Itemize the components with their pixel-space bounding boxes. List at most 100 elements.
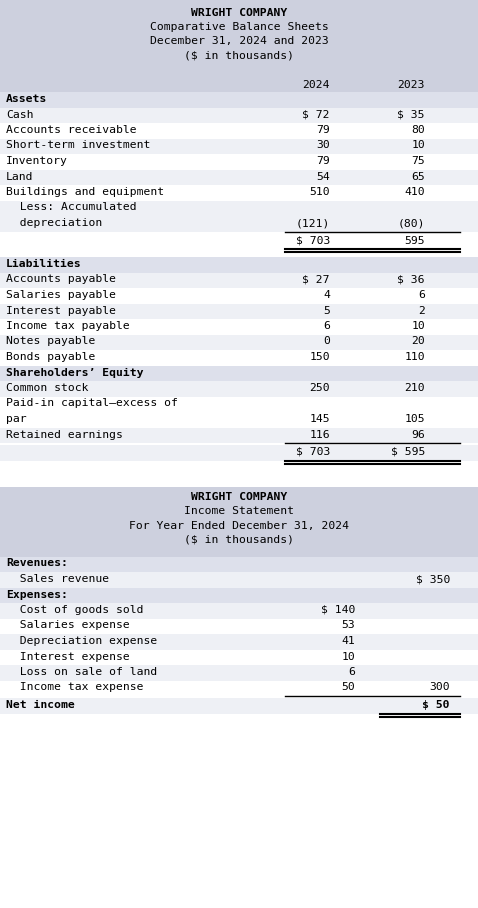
Text: Less: Accumulated: Less: Accumulated <box>6 202 137 212</box>
Text: 110: 110 <box>404 352 425 362</box>
Text: 2: 2 <box>418 305 425 315</box>
Text: 53: 53 <box>341 620 355 630</box>
Text: Net income: Net income <box>6 700 75 710</box>
Text: 54: 54 <box>316 172 330 182</box>
Text: (121): (121) <box>295 218 330 228</box>
Text: 79: 79 <box>316 125 330 135</box>
Bar <box>0 303 478 319</box>
Bar <box>0 334 478 350</box>
Text: December 31, 2024 and 2023: December 31, 2024 and 2023 <box>150 36 328 46</box>
Bar <box>0 107 478 123</box>
Text: 116: 116 <box>309 429 330 439</box>
Text: 210: 210 <box>404 383 425 393</box>
Text: Cash: Cash <box>6 110 33 120</box>
Text: Income Statement: Income Statement <box>184 507 294 517</box>
Bar <box>0 698 478 714</box>
Text: 4: 4 <box>323 290 330 300</box>
Text: 20: 20 <box>411 337 425 347</box>
Bar <box>0 649 478 665</box>
Bar <box>0 233 478 249</box>
Bar <box>0 0 478 92</box>
Bar <box>0 123 478 139</box>
Text: $ 595: $ 595 <box>391 447 425 457</box>
Text: Salaries expense: Salaries expense <box>6 620 130 630</box>
Text: 250: 250 <box>309 383 330 393</box>
Text: 10: 10 <box>411 321 425 331</box>
Text: Retained earnings: Retained earnings <box>6 429 123 439</box>
Bar <box>0 139 478 154</box>
Text: 75: 75 <box>411 156 425 166</box>
Text: Revenues:: Revenues: <box>6 558 68 568</box>
Text: 30: 30 <box>316 141 330 151</box>
Bar <box>0 201 478 216</box>
Bar <box>0 445 478 460</box>
Bar <box>0 412 478 428</box>
Text: ($ in thousands): ($ in thousands) <box>184 535 294 545</box>
Bar <box>0 366 478 381</box>
Bar <box>0 587 478 603</box>
Text: Depreciation expense: Depreciation expense <box>6 636 157 646</box>
Text: $ 36: $ 36 <box>398 274 425 284</box>
Text: Interest payable: Interest payable <box>6 305 116 315</box>
Text: 6: 6 <box>418 290 425 300</box>
Text: Liabilities: Liabilities <box>6 259 82 269</box>
Text: Inventory: Inventory <box>6 156 68 166</box>
Bar <box>0 170 478 185</box>
Text: 10: 10 <box>411 141 425 151</box>
Bar <box>0 572 478 587</box>
Text: 65: 65 <box>411 172 425 182</box>
Bar <box>0 272 478 288</box>
Text: 96: 96 <box>411 429 425 439</box>
Bar <box>0 603 478 618</box>
Text: 2024: 2024 <box>303 80 330 90</box>
Text: 2023: 2023 <box>398 80 425 90</box>
Bar <box>0 288 478 303</box>
Bar <box>0 185 478 201</box>
Text: 595: 595 <box>404 235 425 245</box>
Text: Accounts receivable: Accounts receivable <box>6 125 137 135</box>
Bar <box>0 665 478 680</box>
Text: $ 72: $ 72 <box>303 110 330 120</box>
Text: $ 50: $ 50 <box>423 700 450 710</box>
Text: Buildings and equipment: Buildings and equipment <box>6 187 164 197</box>
Text: 150: 150 <box>309 352 330 362</box>
Text: 145: 145 <box>309 414 330 424</box>
Text: Bonds payable: Bonds payable <box>6 352 96 362</box>
Text: par: par <box>6 414 27 424</box>
Text: Income tax payable: Income tax payable <box>6 321 130 331</box>
Text: Common stock: Common stock <box>6 383 88 393</box>
Text: $ 140: $ 140 <box>321 605 355 615</box>
Text: (80): (80) <box>398 218 425 228</box>
Text: 41: 41 <box>341 636 355 646</box>
Text: 0: 0 <box>323 337 330 347</box>
Text: Assets: Assets <box>6 94 47 104</box>
Bar <box>0 428 478 443</box>
Text: Comparative Balance Sheets: Comparative Balance Sheets <box>150 22 328 32</box>
Text: Cost of goods sold: Cost of goods sold <box>6 605 143 615</box>
Bar <box>0 216 478 232</box>
Bar <box>0 92 478 107</box>
Text: 6: 6 <box>348 667 355 677</box>
Bar <box>0 634 478 649</box>
Text: 410: 410 <box>404 187 425 197</box>
Text: 80: 80 <box>411 125 425 135</box>
Text: $ 703: $ 703 <box>295 235 330 245</box>
Text: For Year Ended December 31, 2024: For Year Ended December 31, 2024 <box>129 520 349 530</box>
Bar <box>0 350 478 366</box>
Text: Short-term investment: Short-term investment <box>6 141 151 151</box>
Bar <box>0 319 478 334</box>
Text: Notes payable: Notes payable <box>6 337 96 347</box>
Text: Expenses:: Expenses: <box>6 589 68 599</box>
Bar <box>0 722 478 908</box>
Text: 5: 5 <box>323 305 330 315</box>
Text: WRIGHT COMPANY: WRIGHT COMPANY <box>191 492 287 502</box>
Bar <box>0 557 478 572</box>
Text: Income tax expense: Income tax expense <box>6 683 143 693</box>
Bar <box>0 381 478 397</box>
Text: WRIGHT COMPANY: WRIGHT COMPANY <box>191 8 287 18</box>
Text: Interest expense: Interest expense <box>6 652 130 662</box>
Text: 105: 105 <box>404 414 425 424</box>
Text: 6: 6 <box>323 321 330 331</box>
Bar <box>0 487 478 557</box>
Text: 79: 79 <box>316 156 330 166</box>
